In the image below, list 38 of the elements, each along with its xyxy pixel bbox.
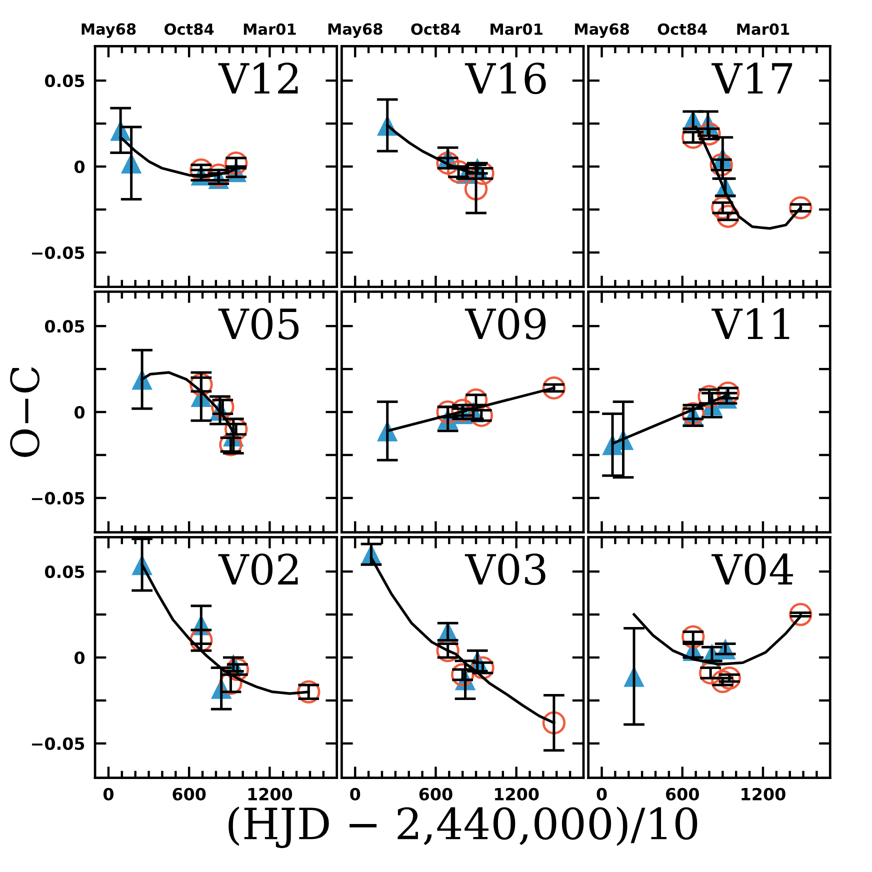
text: Mar01: [490, 23, 542, 35]
chart-title: V02: [218, 554, 298, 586]
y-tick-label: 0: [74, 651, 85, 664]
y-tick-label: 0.05: [45, 566, 84, 578]
y-tick-label: 0.05: [45, 74, 84, 88]
chart-title: V16: [464, 62, 546, 94]
x-tick-label: 600: [172, 788, 206, 800]
text: Oct84: [164, 23, 214, 35]
y-tick-label: −0.05: [32, 737, 84, 750]
chart-title: V17: [712, 62, 792, 94]
chart-title: V03: [464, 554, 546, 586]
x-tick-label: 0: [596, 788, 607, 800]
y-tick-label: 0.05: [45, 320, 84, 333]
y-tick-label: 0: [74, 406, 85, 419]
x-tick-label: 1200: [248, 788, 292, 800]
text: Oct84: [658, 23, 707, 35]
x-tick-label: 0: [103, 788, 114, 800]
x-tick-label: 0: [350, 788, 360, 800]
y-tick-label: −0.05: [32, 246, 84, 260]
y-axis-title: O−C: [10, 367, 40, 457]
chart-title: V05: [218, 308, 299, 340]
text: May68: [328, 23, 382, 38]
text: Mar01: [244, 23, 296, 35]
x-tick-label: 600: [666, 788, 699, 800]
x-axis-title: (HJD − 2,440,000)/10: [228, 806, 698, 848]
chart-title: V04: [712, 554, 793, 586]
chart-title: V12: [218, 62, 298, 94]
y-tick-label: 0: [74, 160, 85, 174]
text: May68: [575, 23, 629, 38]
text: May68: [82, 23, 136, 38]
text: Mar01: [737, 23, 790, 35]
chart-title: V09: [464, 308, 546, 340]
x-tick-label: 1200: [742, 788, 786, 800]
text: Oct84: [411, 23, 460, 35]
y-tick-label: −0.05: [32, 492, 84, 505]
chart-title: V11: [712, 308, 790, 339]
x-tick-label: 600: [419, 788, 452, 800]
x-tick-label: 1200: [495, 788, 539, 800]
